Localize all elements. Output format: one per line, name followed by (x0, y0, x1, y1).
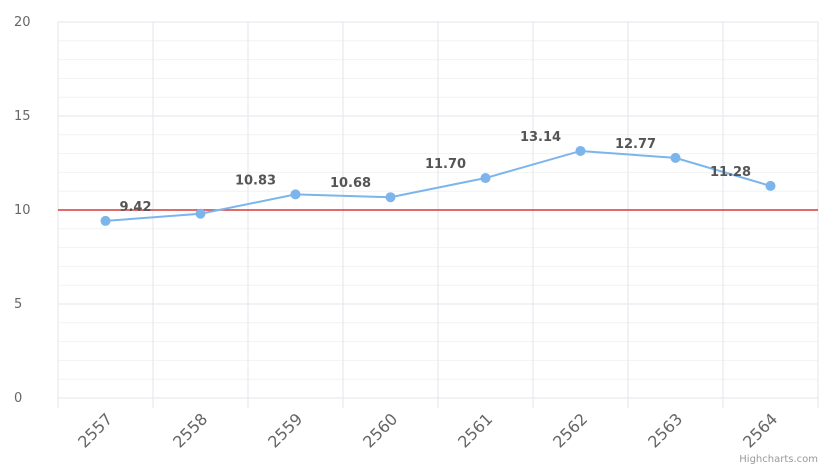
point (385, 192, 396, 203)
y-tick-label: 20 (14, 15, 31, 30)
credits: Highcharts.com (739, 454, 818, 465)
x-tick-label: 2559 (264, 409, 306, 451)
data-label: 11.28 (710, 165, 751, 180)
point (670, 152, 681, 163)
data-label: 11.70 (425, 157, 466, 172)
x-tick-label: 2558 (169, 409, 211, 451)
y-tick-label: 10 (14, 203, 31, 218)
y-tick-label: 5 (14, 297, 22, 312)
y-tick-label: 15 (14, 109, 31, 124)
point (480, 173, 491, 184)
x-tick-label: 2561 (454, 409, 496, 451)
data-label: 9.42 (119, 200, 151, 215)
data-label: 10.68 (330, 176, 371, 191)
x-tick-label: 2564 (739, 409, 781, 451)
point (765, 180, 776, 191)
point (195, 208, 206, 219)
point (100, 215, 111, 226)
x-tick-label: 2560 (359, 409, 401, 451)
data-label: 13.14 (520, 130, 561, 145)
point (575, 145, 586, 156)
y-tick-label: 0 (14, 391, 22, 406)
data-label: 10.83 (235, 173, 276, 188)
x-tick-label: 2557 (74, 409, 116, 451)
line (105, 149, 771, 222)
x-tick-label: 2562 (549, 409, 591, 451)
data-label: 12.77 (615, 137, 656, 152)
x-tick-label: 2563 (644, 409, 686, 451)
point (290, 189, 301, 200)
